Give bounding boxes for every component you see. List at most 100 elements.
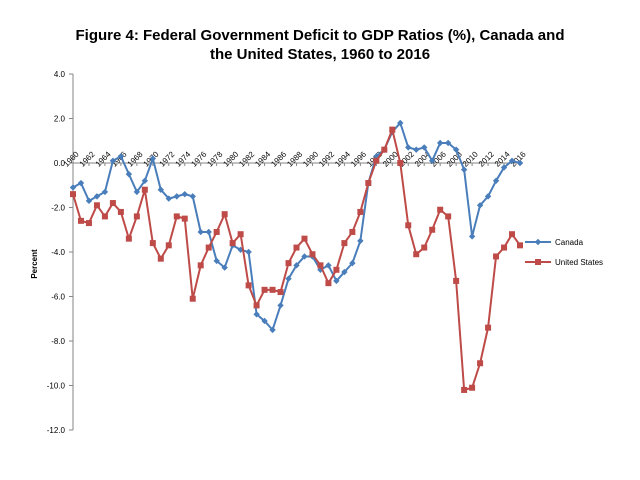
data-point-canada: [85, 197, 93, 205]
x-tick-label: 1974: [174, 149, 193, 168]
data-point-united-states: [93, 202, 100, 209]
data-point-united-states: [245, 282, 252, 289]
y-tick-label: -4.0: [51, 248, 65, 257]
data-point-canada: [181, 190, 188, 198]
x-tick-label: 1990: [301, 149, 320, 168]
data-point-united-states: [493, 253, 500, 260]
data-point-canada: [325, 262, 332, 269]
data-point-canada: [476, 202, 484, 209]
y-tick-label: -12.0: [47, 426, 66, 435]
legend-label-united-states: United States: [555, 258, 603, 267]
data-point-united-states: [421, 244, 428, 251]
legend-marker-united-states: [535, 259, 541, 265]
data-point-canada: [397, 119, 404, 127]
data-point-united-states: [285, 260, 292, 267]
y-tick-label: -6.0: [51, 293, 65, 302]
data-point-canada: [301, 253, 308, 260]
y-tick-label: 2.0: [54, 115, 66, 124]
data-point-canada: [173, 193, 180, 200]
data-point-united-states: [341, 240, 348, 247]
data-point-canada: [197, 228, 204, 236]
x-tick-label: 1982: [237, 149, 256, 168]
data-point-canada: [421, 144, 428, 151]
x-tick-label: 1962: [78, 149, 97, 168]
data-point-canada: [205, 228, 212, 236]
data-point-canada: [508, 157, 516, 164]
data-point-united-states: [485, 324, 492, 331]
data-point-united-states: [429, 226, 436, 233]
data-point-canada: [293, 262, 300, 269]
data-point-united-states: [325, 280, 332, 287]
data-point-canada: [221, 264, 228, 271]
data-point-canada: [69, 184, 77, 191]
data-point-canada: [77, 179, 85, 187]
data-point-canada: [141, 177, 149, 184]
data-point-united-states: [133, 213, 140, 220]
data-point-canada: [405, 144, 412, 151]
data-point-united-states: [181, 215, 188, 222]
data-point-united-states: [389, 126, 396, 133]
data-point-united-states: [205, 244, 212, 251]
data-point-united-states: [261, 286, 268, 293]
chart-axes: 4.02.00.0-2.0-4.0-6.0-8.0-10.0-12.019601…: [47, 70, 528, 435]
data-point-united-states: [117, 208, 124, 215]
data-point-canada: [460, 166, 468, 173]
x-tick-label: 2010: [461, 149, 480, 168]
data-point-united-states: [333, 266, 340, 273]
x-tick-label: 2008: [445, 149, 464, 168]
x-tick-label: 1978: [205, 149, 224, 168]
data-point-united-states: [125, 235, 132, 242]
data-point-canada: [285, 275, 292, 282]
data-point-canada: [109, 157, 117, 164]
data-point-united-states: [197, 262, 204, 269]
data-point-united-states: [469, 384, 476, 391]
data-point-united-states: [70, 191, 76, 198]
data-point-canada: [277, 302, 284, 309]
data-point-united-states: [221, 211, 228, 218]
data-point-united-states: [277, 289, 284, 296]
data-point-canada: [149, 155, 157, 162]
data-point-united-states: [357, 208, 364, 215]
data-point-canada: [357, 237, 364, 245]
chart-title-line-2: the United States, 1960 to 2016: [209, 46, 431, 63]
data-point-united-states: [109, 200, 116, 207]
data-point-canada: [245, 248, 252, 256]
data-point-united-states: [317, 262, 324, 269]
data-point-canada: [189, 193, 196, 200]
data-point-united-states: [269, 286, 276, 293]
data-point-united-states: [85, 220, 92, 227]
x-tick-label: 1992: [317, 149, 336, 168]
data-point-united-states: [381, 146, 388, 153]
data-point-united-states: [157, 255, 164, 262]
data-point-united-states: [461, 386, 468, 393]
data-point-united-states: [413, 251, 420, 258]
data-point-united-states: [501, 244, 508, 251]
x-tick-label: 2012: [477, 149, 496, 168]
data-point-canada: [413, 146, 420, 153]
x-tick-label: 2014: [493, 149, 512, 168]
x-tick-label: 1968: [126, 149, 145, 168]
chart-title: Figure 4: Federal Government Deficit to …: [60, 26, 580, 64]
data-point-united-states: [445, 213, 452, 220]
y-tick-label: 0.0: [54, 159, 66, 168]
data-point-canada: [349, 259, 356, 267]
chart-title-line-1: Figure 4: Federal Government Deficit to …: [75, 27, 565, 44]
data-point-united-states: [453, 277, 460, 284]
data-point-canada: [484, 193, 492, 200]
chart-plot-area: [69, 119, 524, 393]
x-tick-label: 1986: [269, 149, 288, 168]
data-point-canada: [101, 188, 109, 196]
data-point-canada: [452, 146, 460, 153]
x-tick-label: 1964: [94, 149, 113, 168]
data-point-canada: [341, 268, 348, 276]
data-point-united-states: [229, 240, 236, 247]
data-point-canada: [165, 195, 172, 202]
data-point-canada: [333, 277, 340, 285]
data-point-canada: [117, 153, 125, 160]
data-point-canada: [253, 311, 260, 318]
data-point-united-states: [405, 222, 412, 229]
y-axis-label: Percent: [30, 249, 39, 279]
data-point-united-states: [509, 231, 516, 238]
data-point-canada: [428, 157, 436, 164]
data-point-canada: [492, 177, 500, 184]
